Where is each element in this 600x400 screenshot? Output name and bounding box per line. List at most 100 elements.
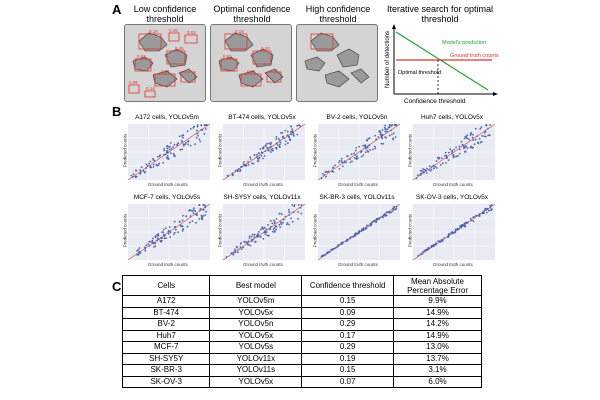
scatter-point xyxy=(270,145,272,148)
scatter-point xyxy=(253,233,256,236)
scatter-point xyxy=(168,226,171,228)
scatter-point xyxy=(377,136,380,138)
scatter-point xyxy=(486,208,489,211)
scatter-point xyxy=(453,148,455,151)
scatter-point xyxy=(280,223,283,225)
scatter-point xyxy=(463,147,465,149)
cell: MCF-7 xyxy=(121,341,211,354)
scatter-point xyxy=(132,173,135,175)
scatter-point xyxy=(369,148,371,151)
scatter-point xyxy=(368,137,371,139)
scatter-point xyxy=(423,171,425,174)
scatter-point xyxy=(243,161,245,163)
scatter-point xyxy=(265,231,268,233)
scatter-point xyxy=(438,158,440,160)
scatter-point xyxy=(293,135,295,137)
scatter-point xyxy=(429,170,432,172)
cell: YOLOv5s xyxy=(209,341,303,354)
scatter-point xyxy=(169,231,172,233)
scatter-point xyxy=(430,245,433,247)
scatter-point xyxy=(249,158,252,160)
scatter-point xyxy=(200,128,203,131)
scatter-point xyxy=(247,160,249,163)
cell: BV-2 xyxy=(121,318,211,331)
scatter-point xyxy=(371,221,374,224)
scatter-point xyxy=(487,127,489,130)
cell: 14.9% xyxy=(393,306,482,319)
scatter-point xyxy=(375,218,378,220)
scatter-point xyxy=(374,147,376,150)
optimal-threshold-cells: 0.18 0.42 0.61 0.21 xyxy=(218,29,284,88)
scatter-point xyxy=(173,225,176,228)
detection-score: 0.61 xyxy=(223,54,232,59)
scatter-point xyxy=(153,246,155,248)
scatter-point xyxy=(281,132,284,134)
scatter-title: MCF-7 cells, YOLOv5s xyxy=(133,194,201,201)
scatter-point xyxy=(230,252,233,255)
scatter-point xyxy=(458,152,461,155)
scatter-point xyxy=(260,154,263,157)
scatter-point xyxy=(458,148,461,151)
scatter-point xyxy=(433,167,435,170)
scatter-point xyxy=(451,152,453,154)
ideal-line xyxy=(128,124,210,180)
scatter-point xyxy=(264,150,267,152)
scatter-point xyxy=(278,145,281,147)
scatter-point xyxy=(170,147,173,150)
scatter-point xyxy=(447,159,450,161)
scatter-point xyxy=(168,229,170,232)
scatter-point xyxy=(148,240,151,243)
scatter-point xyxy=(292,133,295,136)
scatter-point xyxy=(275,147,277,149)
scatter-ylabel: Predicted counts xyxy=(312,133,318,168)
scatter-point xyxy=(366,149,369,152)
scatter-point xyxy=(325,175,327,178)
scatter-point xyxy=(461,143,464,146)
scatter-point xyxy=(290,133,293,136)
scatter-point xyxy=(468,138,470,141)
scatter-point xyxy=(427,248,429,251)
scatter-point xyxy=(323,174,326,177)
scatter-point xyxy=(282,221,284,224)
scatter-point xyxy=(279,143,281,146)
scatter-point xyxy=(345,161,348,164)
scatter-point xyxy=(394,136,397,138)
scatter-point xyxy=(284,215,287,218)
scatter-point xyxy=(483,132,486,134)
scatter-point xyxy=(140,166,143,169)
scatter-point xyxy=(438,240,441,243)
scatter-point xyxy=(156,233,159,236)
scatter-point xyxy=(379,133,382,135)
scatter-point xyxy=(130,174,133,177)
scatter-point xyxy=(346,238,348,241)
scatter-point xyxy=(260,151,263,154)
scatter-point xyxy=(380,134,383,137)
scatter-title: Huh7 cells, YOLOv5x xyxy=(420,114,484,121)
scatter-point xyxy=(198,204,201,206)
scatter-point xyxy=(320,177,323,180)
table-header-row: Cells Best model Confidence threshold Me… xyxy=(121,275,482,296)
scatter-point xyxy=(236,170,239,173)
scatter-point xyxy=(290,130,292,133)
scatter-point xyxy=(231,172,234,175)
scatter-point xyxy=(432,165,435,167)
scatter-point xyxy=(287,142,289,145)
table-row: SH-SY5Y YOLOv11x 0.19 13.7% xyxy=(121,352,482,365)
scatter-point xyxy=(475,214,477,217)
scatter-point xyxy=(173,231,176,234)
scatter-point xyxy=(192,207,195,210)
scatter-point xyxy=(425,169,427,172)
scatter-point xyxy=(194,210,197,213)
scatter-point xyxy=(136,253,138,256)
scatter-point xyxy=(380,136,383,139)
scatter-point xyxy=(430,168,433,171)
scatter-point xyxy=(205,124,207,126)
scatter-point xyxy=(241,165,243,168)
scatter-point xyxy=(299,206,302,209)
scatter-point xyxy=(257,160,260,162)
cell: 0.29 xyxy=(301,341,395,354)
scatter-point xyxy=(357,157,359,160)
scatter-point xyxy=(167,156,169,159)
scatter-point xyxy=(441,162,444,165)
scatter-point xyxy=(472,220,475,223)
